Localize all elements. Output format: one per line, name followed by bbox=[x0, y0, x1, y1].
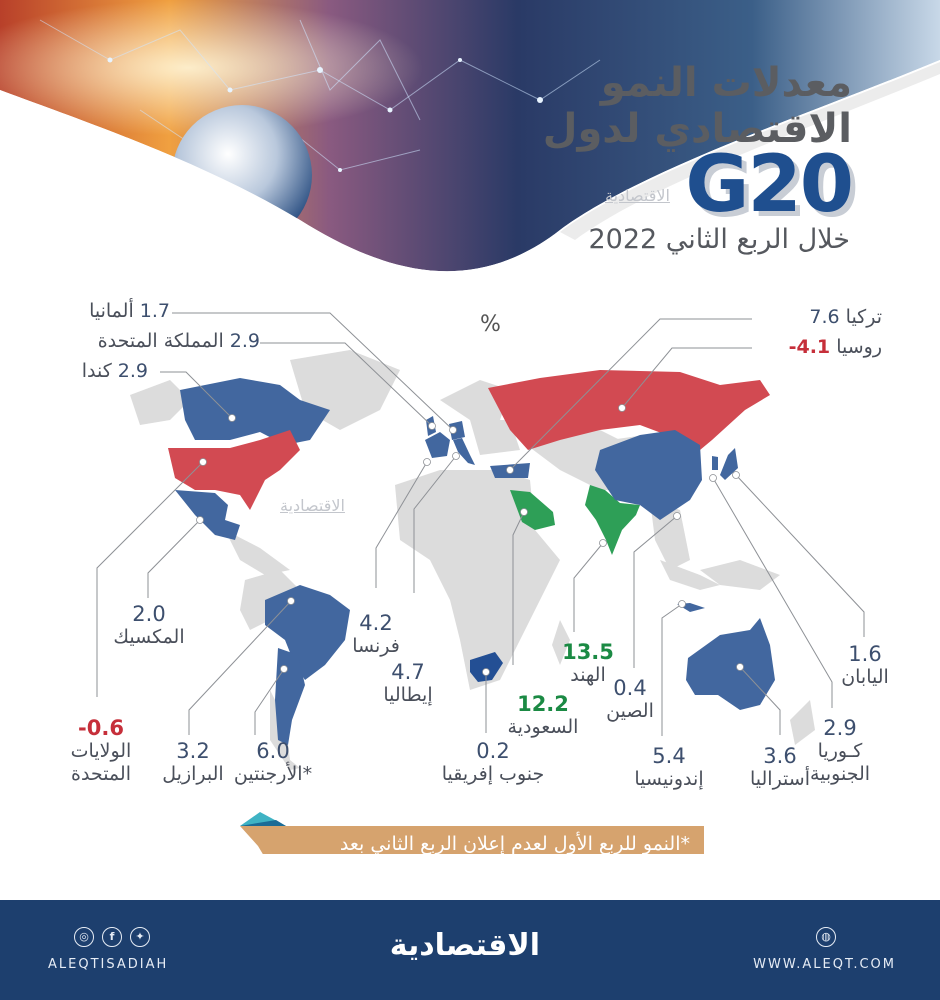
subtitle: خلال الربع الثاني 2022 bbox=[588, 224, 850, 255]
country-india bbox=[585, 485, 640, 555]
label-india: 13.5 الهند bbox=[562, 640, 614, 687]
country-brazil bbox=[265, 585, 350, 680]
label-russia: روسيا 4.1- bbox=[788, 336, 882, 358]
country-saudi bbox=[510, 490, 555, 530]
map-watermark: الاقتصادية bbox=[280, 496, 345, 515]
country-germany bbox=[449, 421, 465, 440]
label-korea: 2.9 كـوريا الجنوبية bbox=[809, 716, 871, 786]
header-artwork bbox=[0, 0, 940, 290]
country-japan bbox=[720, 448, 738, 480]
world-map bbox=[96, 312, 865, 770]
country-italy bbox=[453, 438, 475, 465]
country-china bbox=[595, 430, 702, 520]
title-block: معدلات النمو الاقتصادي لدول bbox=[522, 60, 852, 152]
twitter-icon[interactable]: ✦ bbox=[130, 927, 150, 947]
label-indonesia: 5.4 إندونيسيا bbox=[634, 744, 704, 791]
label-mexico: 2.0 المكسيك bbox=[113, 602, 185, 649]
label-japan: 1.6 اليابان bbox=[841, 642, 889, 689]
website-link[interactable]: WWW.ALEQT.COM bbox=[753, 957, 896, 972]
country-korea bbox=[712, 456, 718, 470]
banner-shape bbox=[240, 812, 704, 854]
globe-icon[interactable]: ◍ bbox=[816, 927, 836, 947]
facebook-icon[interactable]: f bbox=[102, 927, 122, 947]
label-uk: 2.9 المملكة المتحدة bbox=[97, 330, 260, 352]
label-saudi: 12.2 السعودية bbox=[507, 692, 579, 739]
label-canada: 2.9 كندا bbox=[81, 360, 148, 382]
title-g20: G20 bbox=[685, 140, 854, 230]
footnote-banner: *النمو للربع الأول لعدم إعلان الربع الثا… bbox=[240, 812, 704, 866]
header-watermark: الاقتصادية bbox=[605, 186, 670, 205]
label-usa: 0.6- الولايات المتحدة bbox=[70, 716, 132, 786]
globe-network-image bbox=[0, 0, 940, 290]
footnote-text: *النمو للربع الأول لعدم إعلان الربع الثا… bbox=[339, 833, 690, 855]
social-handle[interactable]: ALEQTISADIAH bbox=[48, 957, 169, 972]
label-brazil: 3.2 البرازيل bbox=[162, 739, 224, 786]
country-usa bbox=[168, 430, 300, 510]
land-background bbox=[130, 350, 815, 770]
country-mexico bbox=[175, 490, 240, 540]
country-australia bbox=[686, 618, 775, 710]
label-australia: 3.6 أستراليا bbox=[749, 744, 810, 791]
title-line-1: معدلات النمو bbox=[600, 60, 852, 106]
title-line-2: الاقتصادي لدول bbox=[542, 106, 852, 152]
country-south-africa bbox=[470, 652, 503, 682]
country-france bbox=[425, 432, 450, 458]
label-turkey: تركيا 7.6 bbox=[809, 306, 882, 328]
country-russia bbox=[488, 370, 770, 450]
leader-lines bbox=[96, 312, 865, 736]
label-argentina: 6.0 *الأرجنتين bbox=[233, 739, 313, 786]
label-south-africa: 0.2 جنوب إفريقيا bbox=[441, 739, 545, 786]
label-italy: 4.7 إيطاليا bbox=[383, 660, 433, 707]
brand-logo: الاقتصادية bbox=[389, 928, 540, 963]
footer: ◎ f ✦ ALEQTISADIAH الاقتصادية ◍ WWW.ALEQ… bbox=[0, 900, 940, 1000]
label-france: 4.2 فرنسا bbox=[352, 611, 400, 658]
instagram-icon[interactable]: ◎ bbox=[74, 927, 94, 947]
country-markers bbox=[196, 404, 744, 676]
label-germany: 1.7 ألمانيا bbox=[89, 300, 170, 322]
unit-label: % bbox=[480, 312, 501, 337]
label-china: 0.4 الصين bbox=[606, 676, 654, 723]
country-canada bbox=[180, 378, 330, 445]
